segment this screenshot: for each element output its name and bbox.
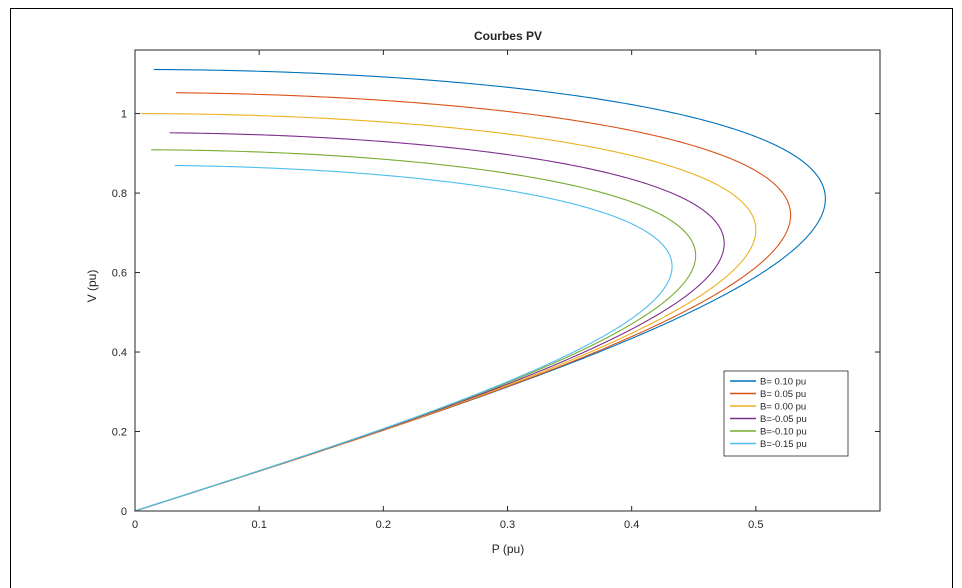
x-tick-label: 0.4 [624,519,639,531]
x-axis-label: P (pu) [492,542,524,556]
series-line-5 [134,164,673,512]
y-tick-label: 0.2 [112,427,127,439]
y-axis-label: V (pu) [85,270,99,303]
y-tick-label: 1 [121,109,127,121]
plot-area: 0 0.1 0.2 0.3 0.4 0.5 0 0.2 0.4 0.6 0.8 1 [112,49,881,531]
legend: B= 0.10 puB= 0.05 pu B= 0.00 puB=-0.05 pu… [723,370,849,457]
series-line-4 [134,149,697,512]
x-tick-label: 0 [132,519,138,531]
y-axis-ticks: 0 0.2 0.4 0.6 0.8 1 [112,109,880,518]
series-line-1 [134,92,792,512]
y-tick-label: 0.4 [112,347,127,359]
x-tick-label: 0.2 [376,519,391,531]
x-tick-label: 0.3 [500,519,515,531]
figure-frame [10,8,953,588]
pv-curves-chart: Courbes PV 0 0.1 0.2 0.3 0.4 0.5 0 0.2 0.4 0.6 0.… [85,29,881,556]
chart-title: Courbes PV [474,29,542,43]
legend-entry: B=-0.15 pu [760,439,807,450]
y-tick-label: 0.8 [112,188,127,200]
legend-entry: B= 0.10 pu [760,377,806,388]
legend-entry: B=-0.10 pu [760,427,807,438]
legend-entry: B=-0.05 pu [760,414,807,425]
y-tick-label: 0 [121,506,127,518]
x-tick-label: 0.5 [748,519,763,531]
legend-box [723,370,849,457]
x-axis-ticks: 0 0.1 0.2 0.3 0.4 0.5 [132,50,763,531]
series-line-3 [134,132,725,512]
series-group [134,68,826,512]
legend-entry: B= 0.05 pu [760,389,806,400]
y-tick-label: 0.6 [112,268,127,280]
x-tick-label: 0.1 [252,519,267,531]
series-line-2 [134,113,757,512]
legend-entry: B= 0.00 pu [760,402,806,413]
